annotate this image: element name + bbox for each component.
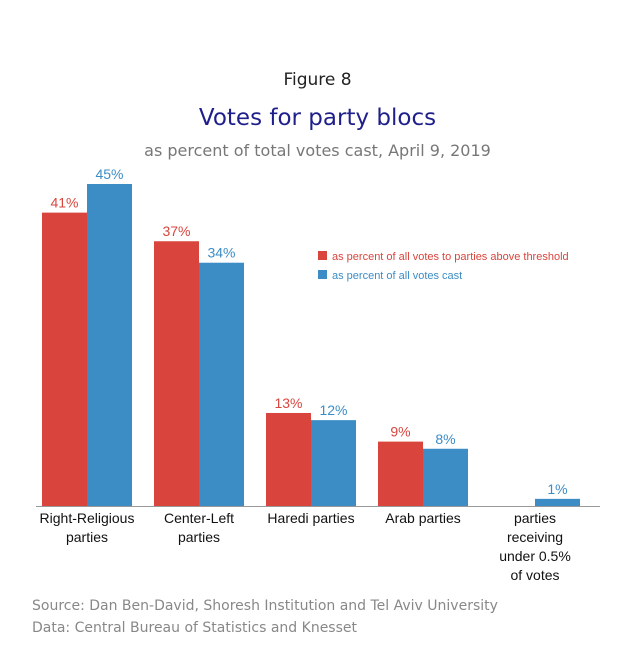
legend-swatch xyxy=(318,270,327,279)
category-label: Arab parties xyxy=(385,510,460,526)
bar-all-votes xyxy=(423,448,468,506)
data-label: 37% xyxy=(162,223,190,239)
bar-above-threshold xyxy=(154,241,199,506)
chart-subtitle: as percent of total votes cast, April 9,… xyxy=(144,141,491,160)
bar-all-votes xyxy=(199,262,244,506)
legend-label: as percent of all votes to parties above… xyxy=(332,251,569,263)
chart-title: Votes for party blocs xyxy=(198,105,437,131)
legend-label: as percent of all votes cast xyxy=(332,270,462,282)
bar-all-votes xyxy=(311,420,356,506)
data-label: 12% xyxy=(319,402,347,418)
data-label: 34% xyxy=(207,245,235,261)
source-note: Source: Dan Ben-David, Shoresh Instituti… xyxy=(32,595,498,639)
figure-label: Figure 8 xyxy=(283,70,352,90)
category-label: receiving xyxy=(507,529,563,545)
data-label: 9% xyxy=(390,424,410,440)
bar-chart: 41% 45% Right-Religious parties 37% 34% Center… xyxy=(36,166,600,583)
category-label: parties xyxy=(178,529,220,545)
category-label: parties xyxy=(514,510,556,526)
data-label: 1% xyxy=(547,481,567,497)
category-label: Right-Religious xyxy=(40,510,135,526)
data-label: 8% xyxy=(435,431,455,447)
bar-above-threshold xyxy=(266,412,311,506)
bar-all-votes xyxy=(535,498,580,506)
category-label: parties xyxy=(66,529,108,545)
category-label: Center-Left xyxy=(164,510,234,526)
bar-above-threshold xyxy=(378,441,423,506)
bar-above-threshold xyxy=(42,212,87,506)
data-label: 13% xyxy=(274,395,302,411)
data-line: Data: Central Bureau of Statistics and K… xyxy=(32,620,358,636)
source-line: Source: Dan Ben-David, Shoresh Instituti… xyxy=(32,598,498,614)
data-label: 41% xyxy=(50,195,78,211)
category-label: of votes xyxy=(510,567,559,583)
category-label: Haredi parties xyxy=(267,510,354,526)
bar-all-votes xyxy=(87,184,132,506)
category-label: under 0.5% xyxy=(499,548,571,564)
data-label: 45% xyxy=(95,166,123,182)
legend-swatch xyxy=(318,251,327,260)
